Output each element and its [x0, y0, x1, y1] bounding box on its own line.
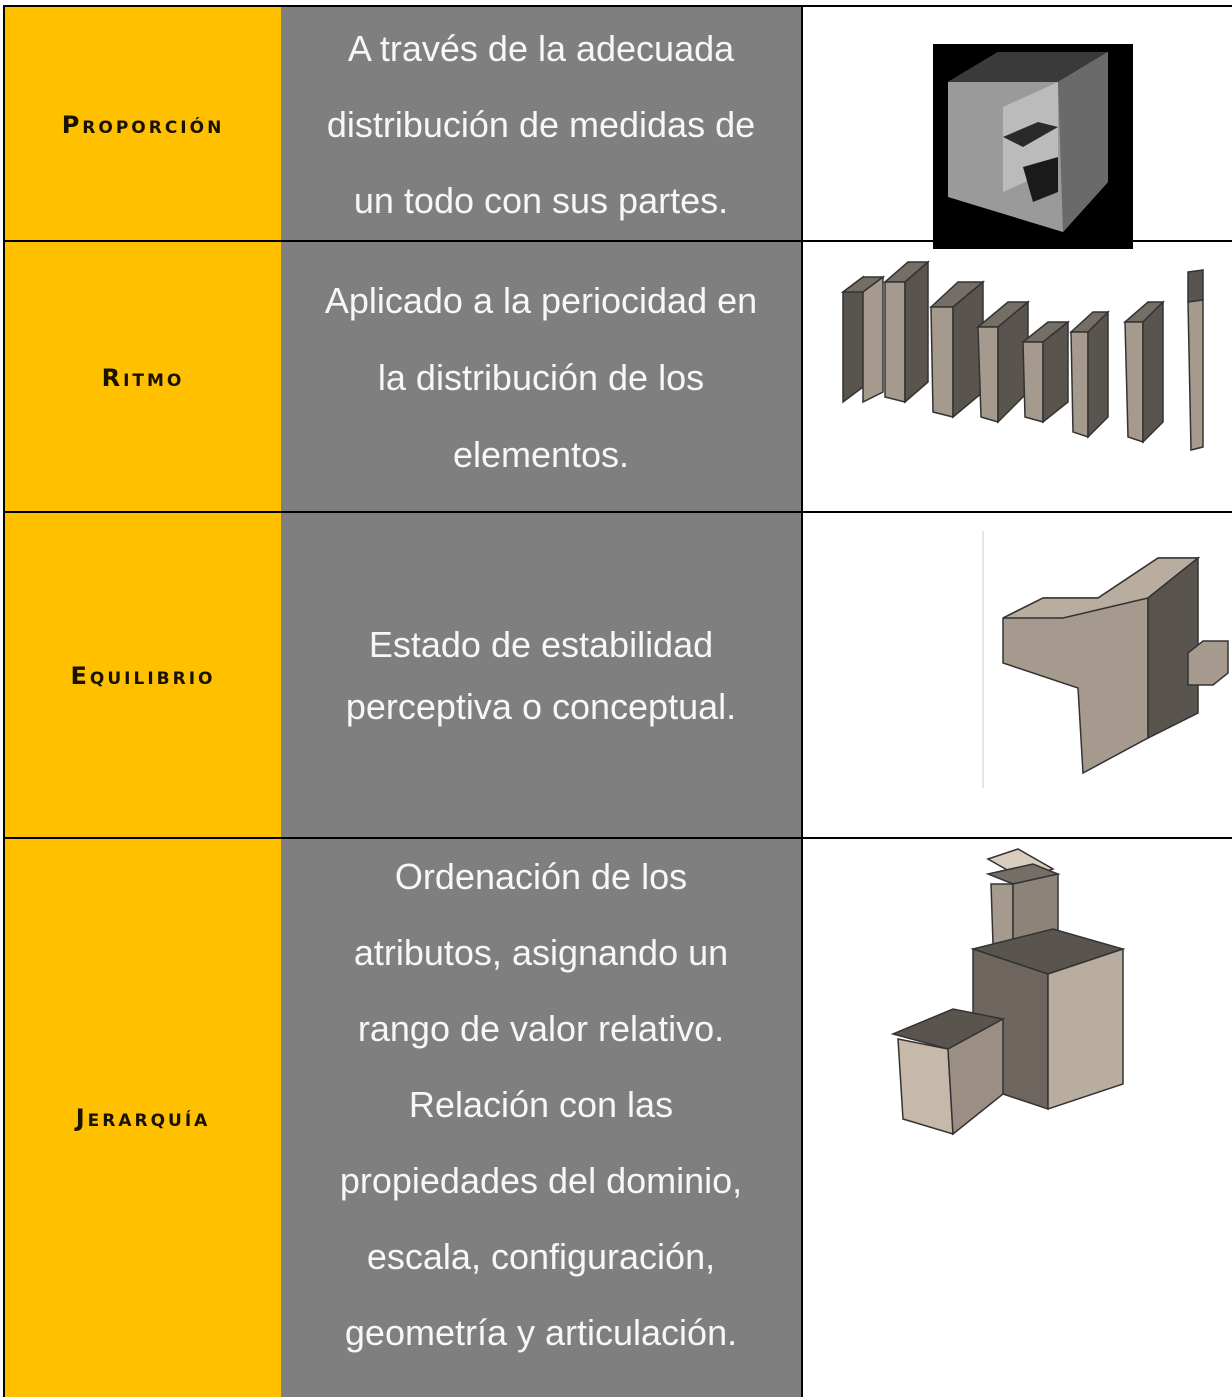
description-line: elementos.	[452, 434, 630, 475]
table-row: Jerarquía Ordenación de los atributos, a…	[3, 837, 1232, 1397]
term: Equilibrio	[70, 662, 216, 690]
term-cell: Jerarquía	[3, 839, 281, 1397]
description-line: atributos, asignando un	[353, 932, 729, 973]
term: Proporción	[61, 110, 225, 139]
description-line: perceptiva o conceptual.	[345, 686, 737, 727]
description-line: Estado de estabilidad	[368, 624, 714, 665]
description-line: un todo con sus partes.	[353, 179, 729, 221]
term-cell: Proporción	[3, 7, 281, 242]
table-row: Equilibrio Estado de estabilidad percept…	[3, 511, 1232, 839]
image-cell	[801, 7, 1232, 249]
term: Ritmo	[101, 363, 185, 392]
term-cell: Ritmo	[3, 242, 281, 513]
description-line: propiedades del dominio,	[339, 1160, 743, 1201]
illustration	[840, 260, 1204, 451]
description-line: distribución de medidas de	[326, 103, 756, 145]
image-cell	[801, 242, 1232, 513]
image-cell	[801, 513, 1232, 839]
description-cell: Ordenación de los atributos, asignando u…	[281, 839, 801, 1397]
description-line: rango de valor relativo.	[357, 1008, 725, 1049]
description-line: Relación con las	[408, 1084, 674, 1125]
description-cell: A través de la adecuada distribución de …	[281, 7, 801, 242]
illustration	[890, 848, 1126, 1136]
description-cell: Aplicado a la periocidad en la distribuc…	[281, 242, 801, 513]
description-line: A través de la adecuada	[347, 27, 735, 69]
description-line: escala, configuración,	[366, 1236, 716, 1277]
illustration	[933, 44, 1133, 249]
illustration	[982, 531, 1229, 788]
description-line: la distribución de los	[377, 357, 705, 398]
description-line: Ordenación de los	[394, 856, 688, 897]
table-row: Proporción A través de la adecuada distr…	[3, 5, 1232, 249]
term-cell: Equilibrio	[3, 513, 281, 839]
description-cell: Estado de estabilidad perceptiva o conce…	[281, 513, 801, 839]
description-line: geometría y articulación.	[344, 1312, 738, 1353]
description-line: Aplicado a la periocidad en	[324, 280, 758, 321]
table-row: Ritmo Aplicado a la periocidad en la dis…	[3, 240, 1232, 513]
image-cell	[801, 839, 1232, 1397]
term: Jerarquía	[75, 1104, 211, 1132]
